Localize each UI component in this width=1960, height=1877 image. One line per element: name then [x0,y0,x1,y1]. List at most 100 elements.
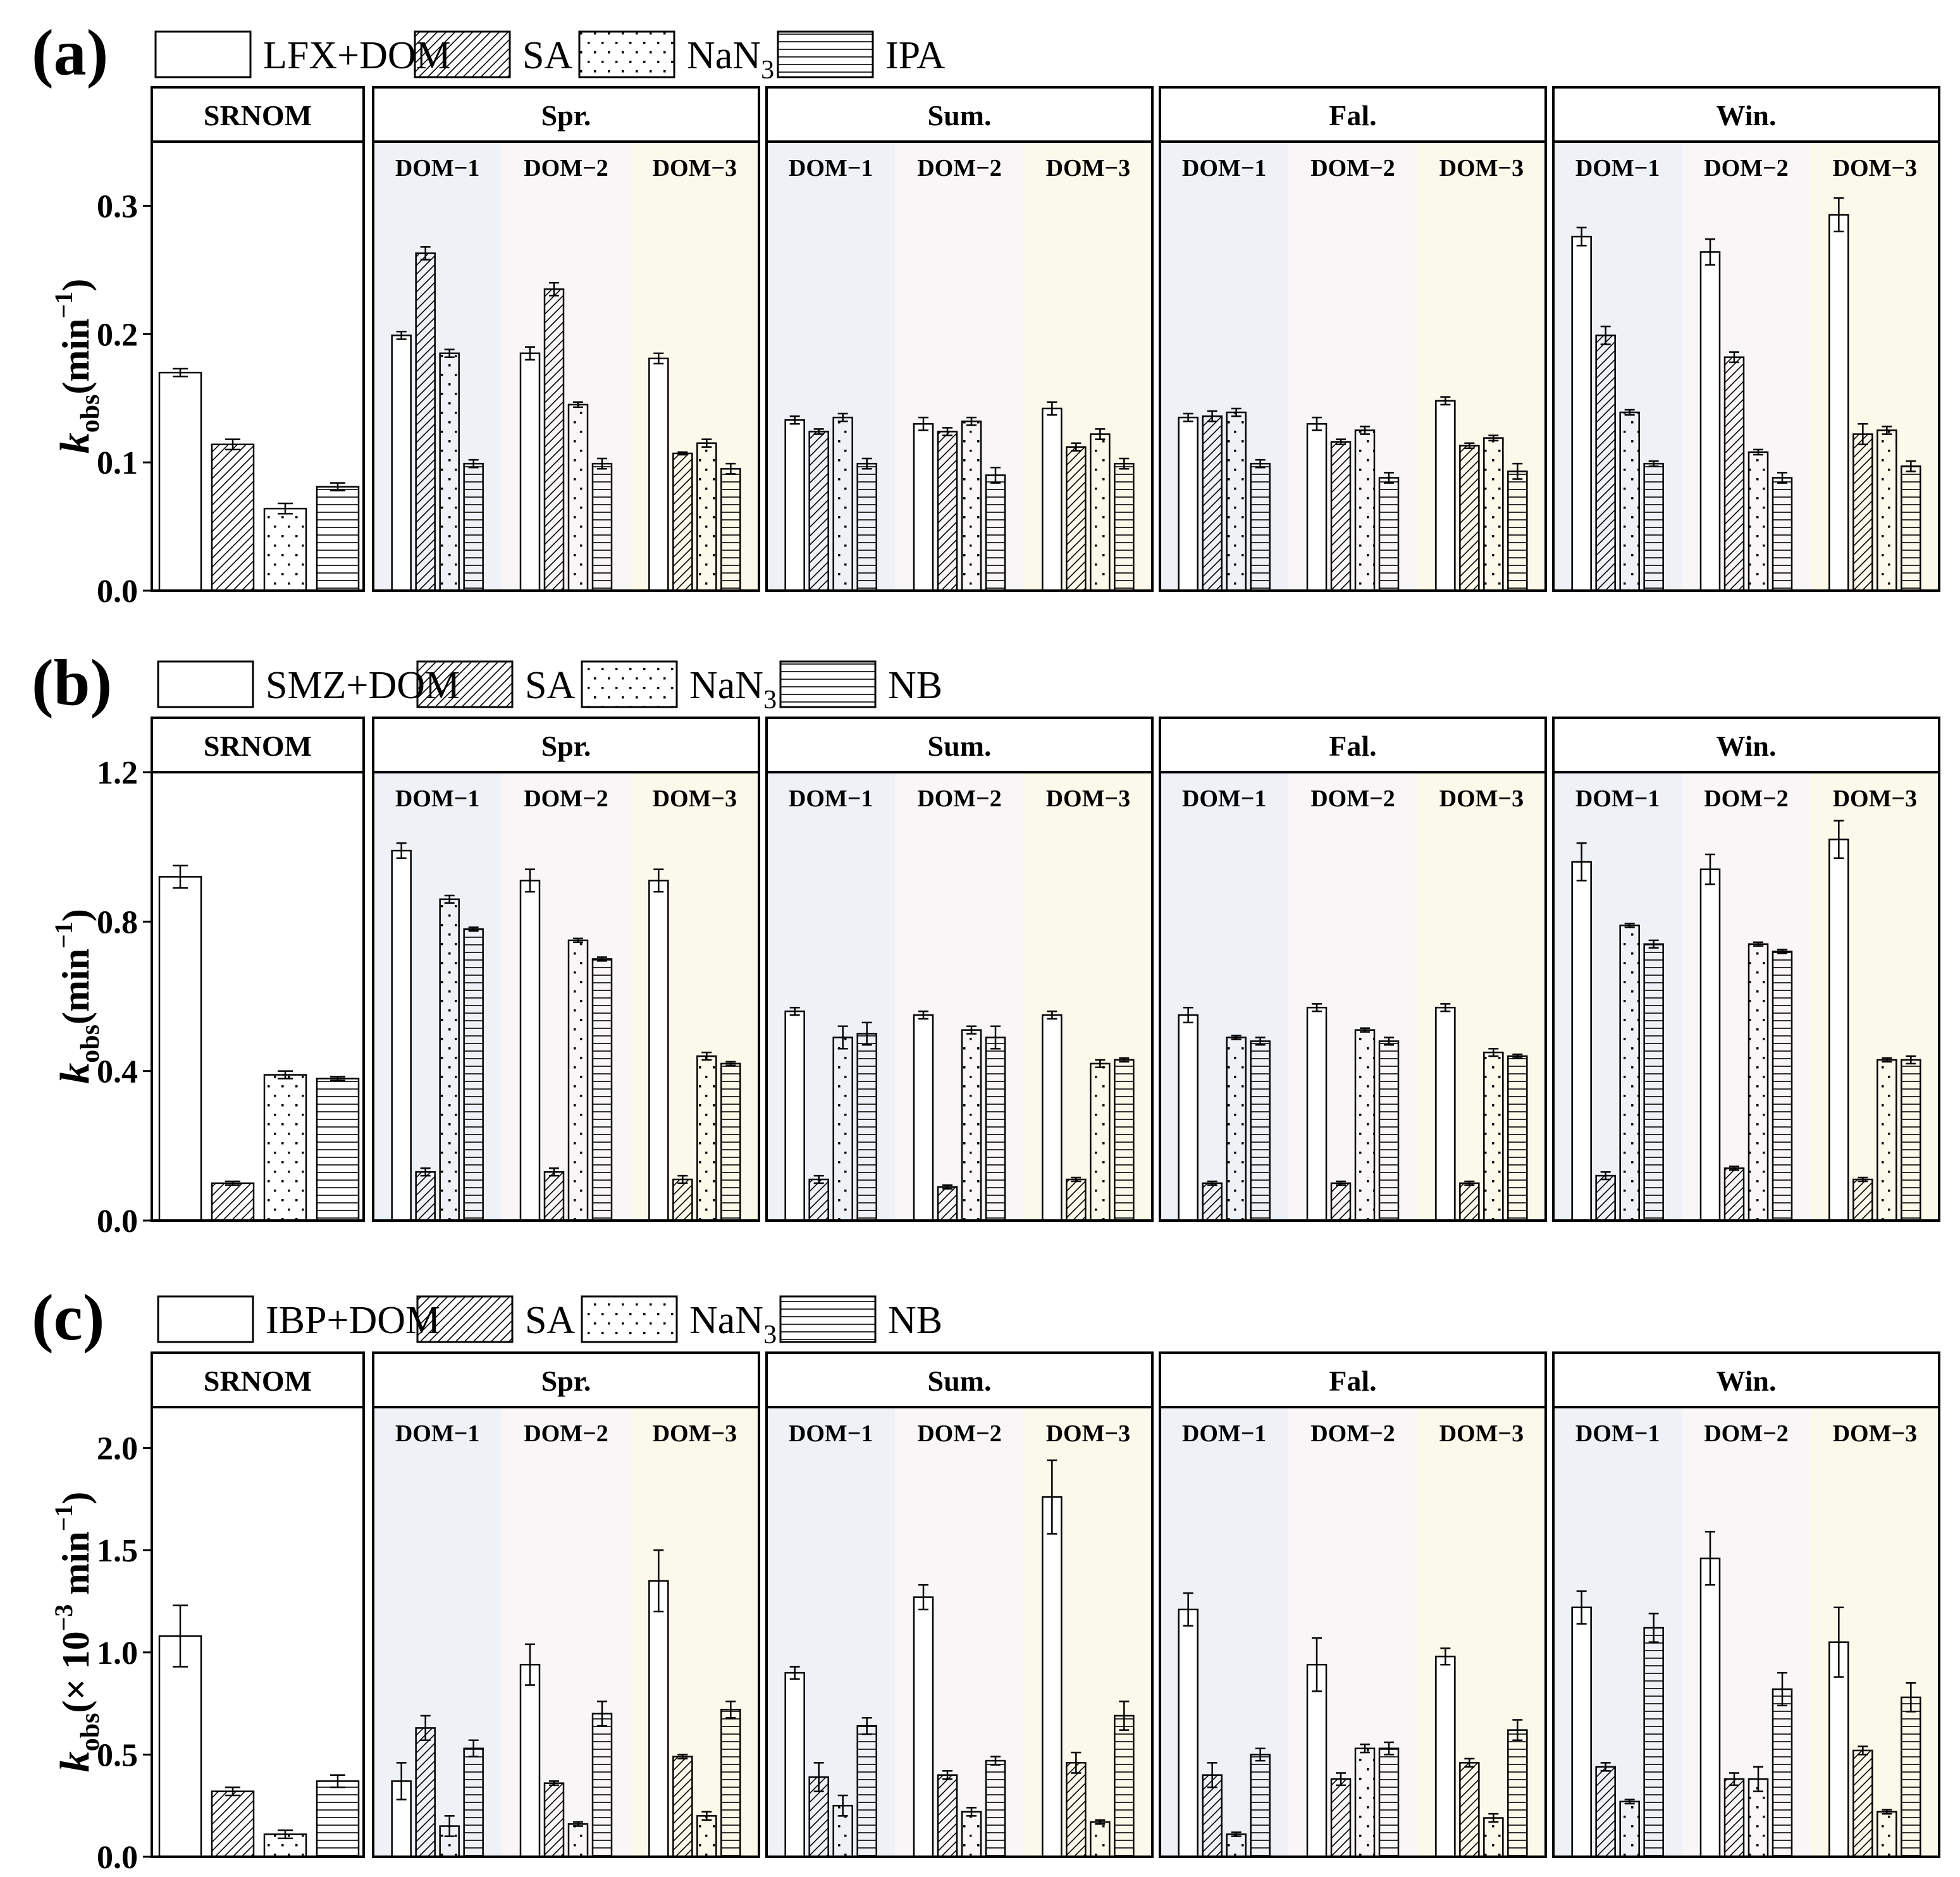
panel-1: (a) LFX+DOM SA NaN3 IPA kobs(min−1) 0.0 0.1 0.2 0… [32,16,1940,610]
error-bar [549,281,559,297]
bar [696,442,717,592]
bar [316,1078,360,1222]
legend-swatch [581,660,678,708]
bar [1483,437,1504,592]
error-bar [396,1762,407,1800]
bar [1619,1800,1640,1858]
y-axis-label: kobs(min−1) [49,909,105,1083]
legend-item: NaN3 [581,1295,777,1350]
error-bar [725,462,736,475]
group-label: DOM−2 [917,155,1002,182]
error-bar [1047,401,1057,416]
facet-strip [1552,1351,1940,1408]
bar [696,1815,717,1858]
bar [1595,335,1616,592]
bar [1772,951,1793,1222]
bar [591,1713,613,1858]
error-bar [1488,1812,1499,1823]
error-bar [813,1762,824,1792]
error-bar [525,346,535,361]
legend-item: SA [416,1295,575,1343]
error-bar [1777,472,1787,484]
bar [937,1186,958,1222]
bar [1066,446,1087,592]
error-bar [813,428,824,435]
error-bar [1047,1010,1057,1020]
y-tick-label: 0.3 [97,188,138,225]
facet-strip [151,717,365,773]
y-tick-label: 1.5 [97,1533,138,1569]
bar [1828,214,1849,592]
error-bar [990,1756,1001,1766]
facet-frame [765,86,1154,592]
error-bar [1095,1819,1106,1825]
legend-swatch [416,660,514,708]
error-bar [1255,458,1266,469]
error-bar [444,348,455,359]
error-bar [420,1167,431,1177]
error-bar [396,842,407,859]
bar [1306,423,1328,592]
error-bar [525,868,535,893]
error-bar [1834,197,1844,233]
error-bar [1336,1180,1346,1186]
facet-frame [1552,717,1940,1222]
error-bar [1119,457,1130,470]
error-bar [942,1770,952,1780]
error-bar [1183,1006,1193,1024]
bar [1435,1656,1456,1858]
legend-label: NaN3 [687,34,774,85]
group-label: DOM−3 [1439,155,1524,182]
error-bar [468,458,479,469]
bar [543,1782,565,1858]
legend-item: IBP+DOM [157,1295,440,1343]
error-bar [1071,1176,1082,1183]
bar [263,507,307,592]
legend-label: NaN3 [689,664,777,715]
error-bar [225,438,240,451]
facet-strip [765,1351,1154,1408]
facet-win: DOM−1 DOM−2 DOM−3 Win. [1552,1351,1940,1858]
facet-title: SRNOM [204,730,312,762]
group-label: DOM−1 [1575,785,1660,812]
legend-item: NaN3 [578,30,774,85]
bar [832,1037,853,1222]
group-label: DOM−3 [653,155,737,182]
group-label: DOM−1 [1182,1420,1267,1447]
error-bar [813,1174,824,1185]
facet-title: Sum. [928,1365,992,1397]
bar [211,1182,255,1222]
error-bar [837,412,848,422]
bar [1114,1059,1135,1222]
bar [1378,1747,1400,1858]
bar [158,876,202,1222]
bar [1250,1040,1271,1222]
bar [985,1037,1006,1222]
bar [1226,1833,1247,1858]
bar [1330,441,1352,592]
bar [672,1756,693,1858]
error-bar [1071,442,1082,452]
legend-swatch [581,1295,678,1343]
error-bar [966,1025,977,1035]
bar [463,928,484,1222]
group-label: DOM−2 [524,155,608,182]
facet-srnom: SRNOM [151,717,365,1222]
error-bar [1834,820,1844,859]
error-bar [1858,1176,1868,1183]
facet-frame [765,1351,1154,1858]
facet-title: SRNOM [204,1365,312,1397]
legend-item: SA [416,660,575,708]
facet-frame [1159,1351,1547,1858]
legend-item: NB [779,1295,942,1343]
bar [263,1074,307,1222]
facet-fal: DOM−1 DOM−2 DOM−3 Fal. [1159,717,1547,1222]
bar [1723,1778,1745,1858]
bar [1595,1174,1616,1222]
bar [158,1635,202,1858]
facet-title: Sum. [928,730,992,762]
bar [1354,429,1376,592]
bar [439,898,460,1222]
group-label: DOM−2 [524,1420,608,1447]
bar [1507,1729,1528,1858]
